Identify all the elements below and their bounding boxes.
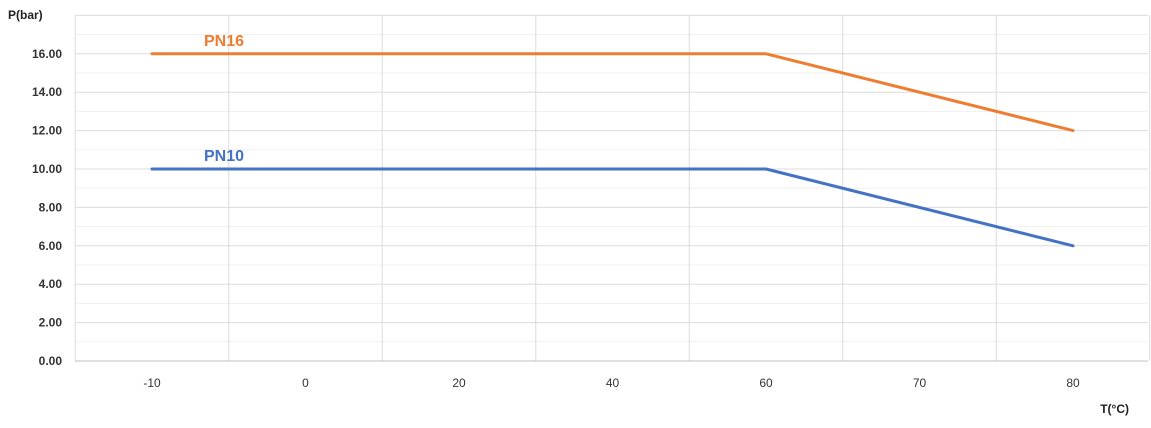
- y-tick-label: 6.00: [39, 239, 63, 253]
- series-label-pn16: PN16: [204, 33, 244, 50]
- y-tick-label: 10.00: [32, 162, 62, 176]
- y-axis-title: P(bar): [8, 8, 43, 22]
- series-line-pn16: [150, 52, 1075, 133]
- series-line-pn10: [150, 167, 1075, 248]
- y-tick-label: 16.00: [32, 47, 62, 61]
- x-tick-label: 60: [759, 376, 773, 390]
- x-axis-ticks: -10 0 20 40 60 70 80: [143, 376, 1080, 390]
- series-labels: PN16 PN10: [204, 33, 244, 165]
- y-tick-label: 2.00: [39, 316, 63, 330]
- series-label-pn10: PN10: [204, 148, 244, 165]
- x-tick-label: 70: [913, 376, 927, 390]
- y-tick-label: 12.00: [32, 124, 62, 138]
- grid: [74, 14, 1151, 361]
- series: [150, 52, 1075, 248]
- y-tick-label: 0.00: [39, 354, 63, 368]
- x-tick-label: -10: [143, 376, 161, 390]
- x-tick-label: 20: [452, 376, 466, 390]
- y-tick-label: 4.00: [39, 277, 63, 291]
- x-tick-label: 40: [606, 376, 620, 390]
- x-tick-label: 0: [302, 376, 309, 390]
- y-tick-label: 8.00: [39, 200, 63, 214]
- y-tick-label: 14.00: [32, 85, 62, 99]
- x-tick-label: 80: [1066, 376, 1080, 390]
- x-axis-title: T(°C): [1100, 402, 1129, 416]
- y-axis-ticks: 0.00 2.00 4.00 6.00 8.00 10.00 12.00 14.00 16.00: [32, 47, 62, 368]
